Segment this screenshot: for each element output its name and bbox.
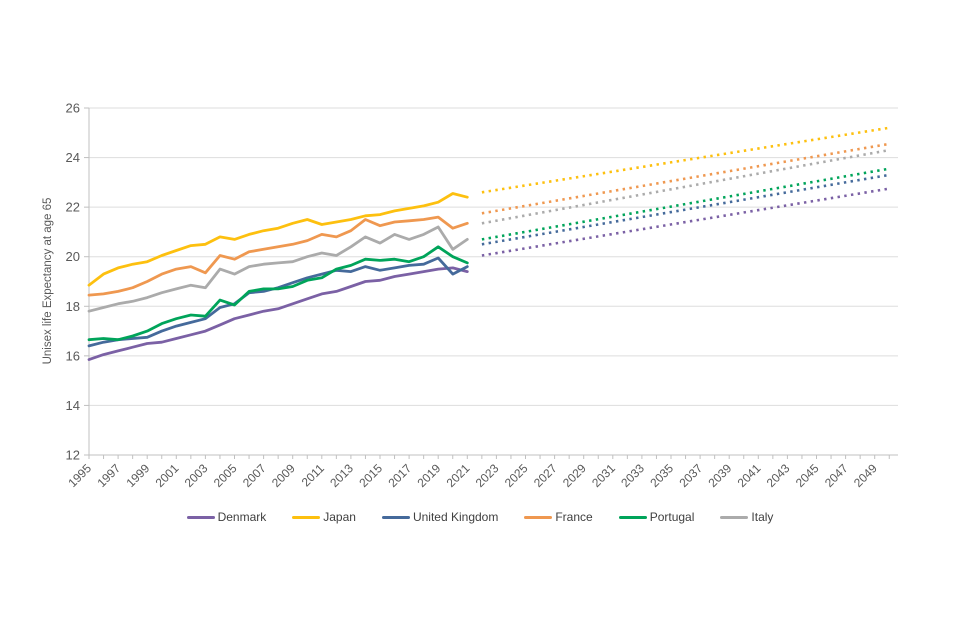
- series-denmark-historical: [87, 266, 469, 362]
- svg-text:2023: 2023: [473, 461, 502, 490]
- svg-text:14: 14: [66, 398, 80, 413]
- series-france-projection: [481, 142, 890, 215]
- series-italy-historical: [87, 225, 469, 313]
- legend-swatch: [186, 515, 215, 519]
- chart-legend: Denmark Japan United Kingdom France Portugal…: [0, 510, 960, 524]
- svg-text:2021: 2021: [444, 461, 473, 490]
- series-united-kingdom-projection: [481, 173, 890, 246]
- svg-text:2029: 2029: [560, 461, 589, 490]
- svg-text:2039: 2039: [706, 461, 735, 490]
- svg-text:20: 20: [66, 249, 80, 264]
- legend-item-france: France: [524, 510, 593, 524]
- svg-text:2015: 2015: [356, 461, 385, 490]
- svg-text:2025: 2025: [502, 461, 531, 490]
- data-series: [87, 126, 890, 362]
- svg-text:24: 24: [66, 150, 80, 165]
- svg-text:2019: 2019: [415, 461, 444, 490]
- svg-text:2031: 2031: [589, 461, 618, 490]
- svg-text:2037: 2037: [676, 461, 705, 490]
- svg-text:2013: 2013: [327, 461, 356, 490]
- svg-text:2003: 2003: [182, 461, 211, 490]
- axes: [84, 107, 898, 459]
- svg-text:2007: 2007: [240, 461, 269, 490]
- legend-label: United Kingdom: [412, 510, 499, 524]
- legend-item-united-kingdom: United Kingdom: [381, 510, 499, 524]
- svg-text:22: 22: [66, 200, 80, 215]
- svg-text:1997: 1997: [94, 461, 123, 490]
- series-japan-projection: [481, 126, 890, 194]
- svg-text:2009: 2009: [269, 461, 298, 490]
- legend-item-portugal: Portugal: [618, 510, 695, 524]
- legend-swatch: [292, 515, 321, 519]
- series-denmark-projection: [481, 187, 890, 257]
- svg-text:18: 18: [66, 299, 80, 314]
- series-portugal-projection: [481, 167, 890, 241]
- svg-text:1995: 1995: [65, 461, 94, 490]
- svg-text:16: 16: [66, 348, 80, 363]
- svg-text:2001: 2001: [153, 461, 182, 490]
- legend-item-denmark: Denmark: [186, 510, 267, 524]
- svg-text:2027: 2027: [531, 461, 560, 490]
- svg-text:12: 12: [66, 448, 80, 463]
- svg-text:2035: 2035: [647, 461, 676, 490]
- series-japan-historical: [87, 192, 469, 287]
- legend-label: France: [555, 510, 593, 524]
- svg-text:2043: 2043: [764, 461, 793, 490]
- legend-item-japan: Japan: [292, 510, 356, 524]
- series-italy-projection: [481, 148, 890, 225]
- svg-text:2045: 2045: [793, 461, 822, 490]
- series-portugal-historical: [87, 245, 469, 342]
- y-axis-title: Unisex life Expectancy at age 65: [42, 198, 54, 365]
- svg-text:2017: 2017: [385, 461, 414, 490]
- legend-swatch: [720, 515, 749, 519]
- legend-label: Italy: [751, 510, 774, 524]
- legend-label: Denmark: [217, 510, 267, 524]
- svg-text:2047: 2047: [822, 461, 851, 490]
- svg-text:2011: 2011: [299, 461, 327, 489]
- axis-tick-labels: 12 14 16 18 20 22 24 26 1995 1997 1999 2001 2003 2005…: [65, 101, 880, 491]
- legend-label: Japan: [323, 510, 356, 524]
- legend-swatch: [381, 515, 410, 519]
- svg-text:1999: 1999: [124, 461, 153, 490]
- legend-item-italy: Italy: [720, 510, 773, 524]
- svg-text:2005: 2005: [211, 461, 240, 490]
- series-france-historical: [87, 215, 469, 297]
- svg-text:2049: 2049: [851, 461, 880, 490]
- svg-text:2033: 2033: [618, 461, 647, 490]
- svg-text:26: 26: [66, 101, 80, 116]
- legend-label: Portugal: [649, 510, 695, 524]
- legend-swatch: [524, 515, 553, 519]
- svg-text:2041: 2041: [735, 461, 764, 490]
- legend-swatch: [618, 515, 647, 519]
